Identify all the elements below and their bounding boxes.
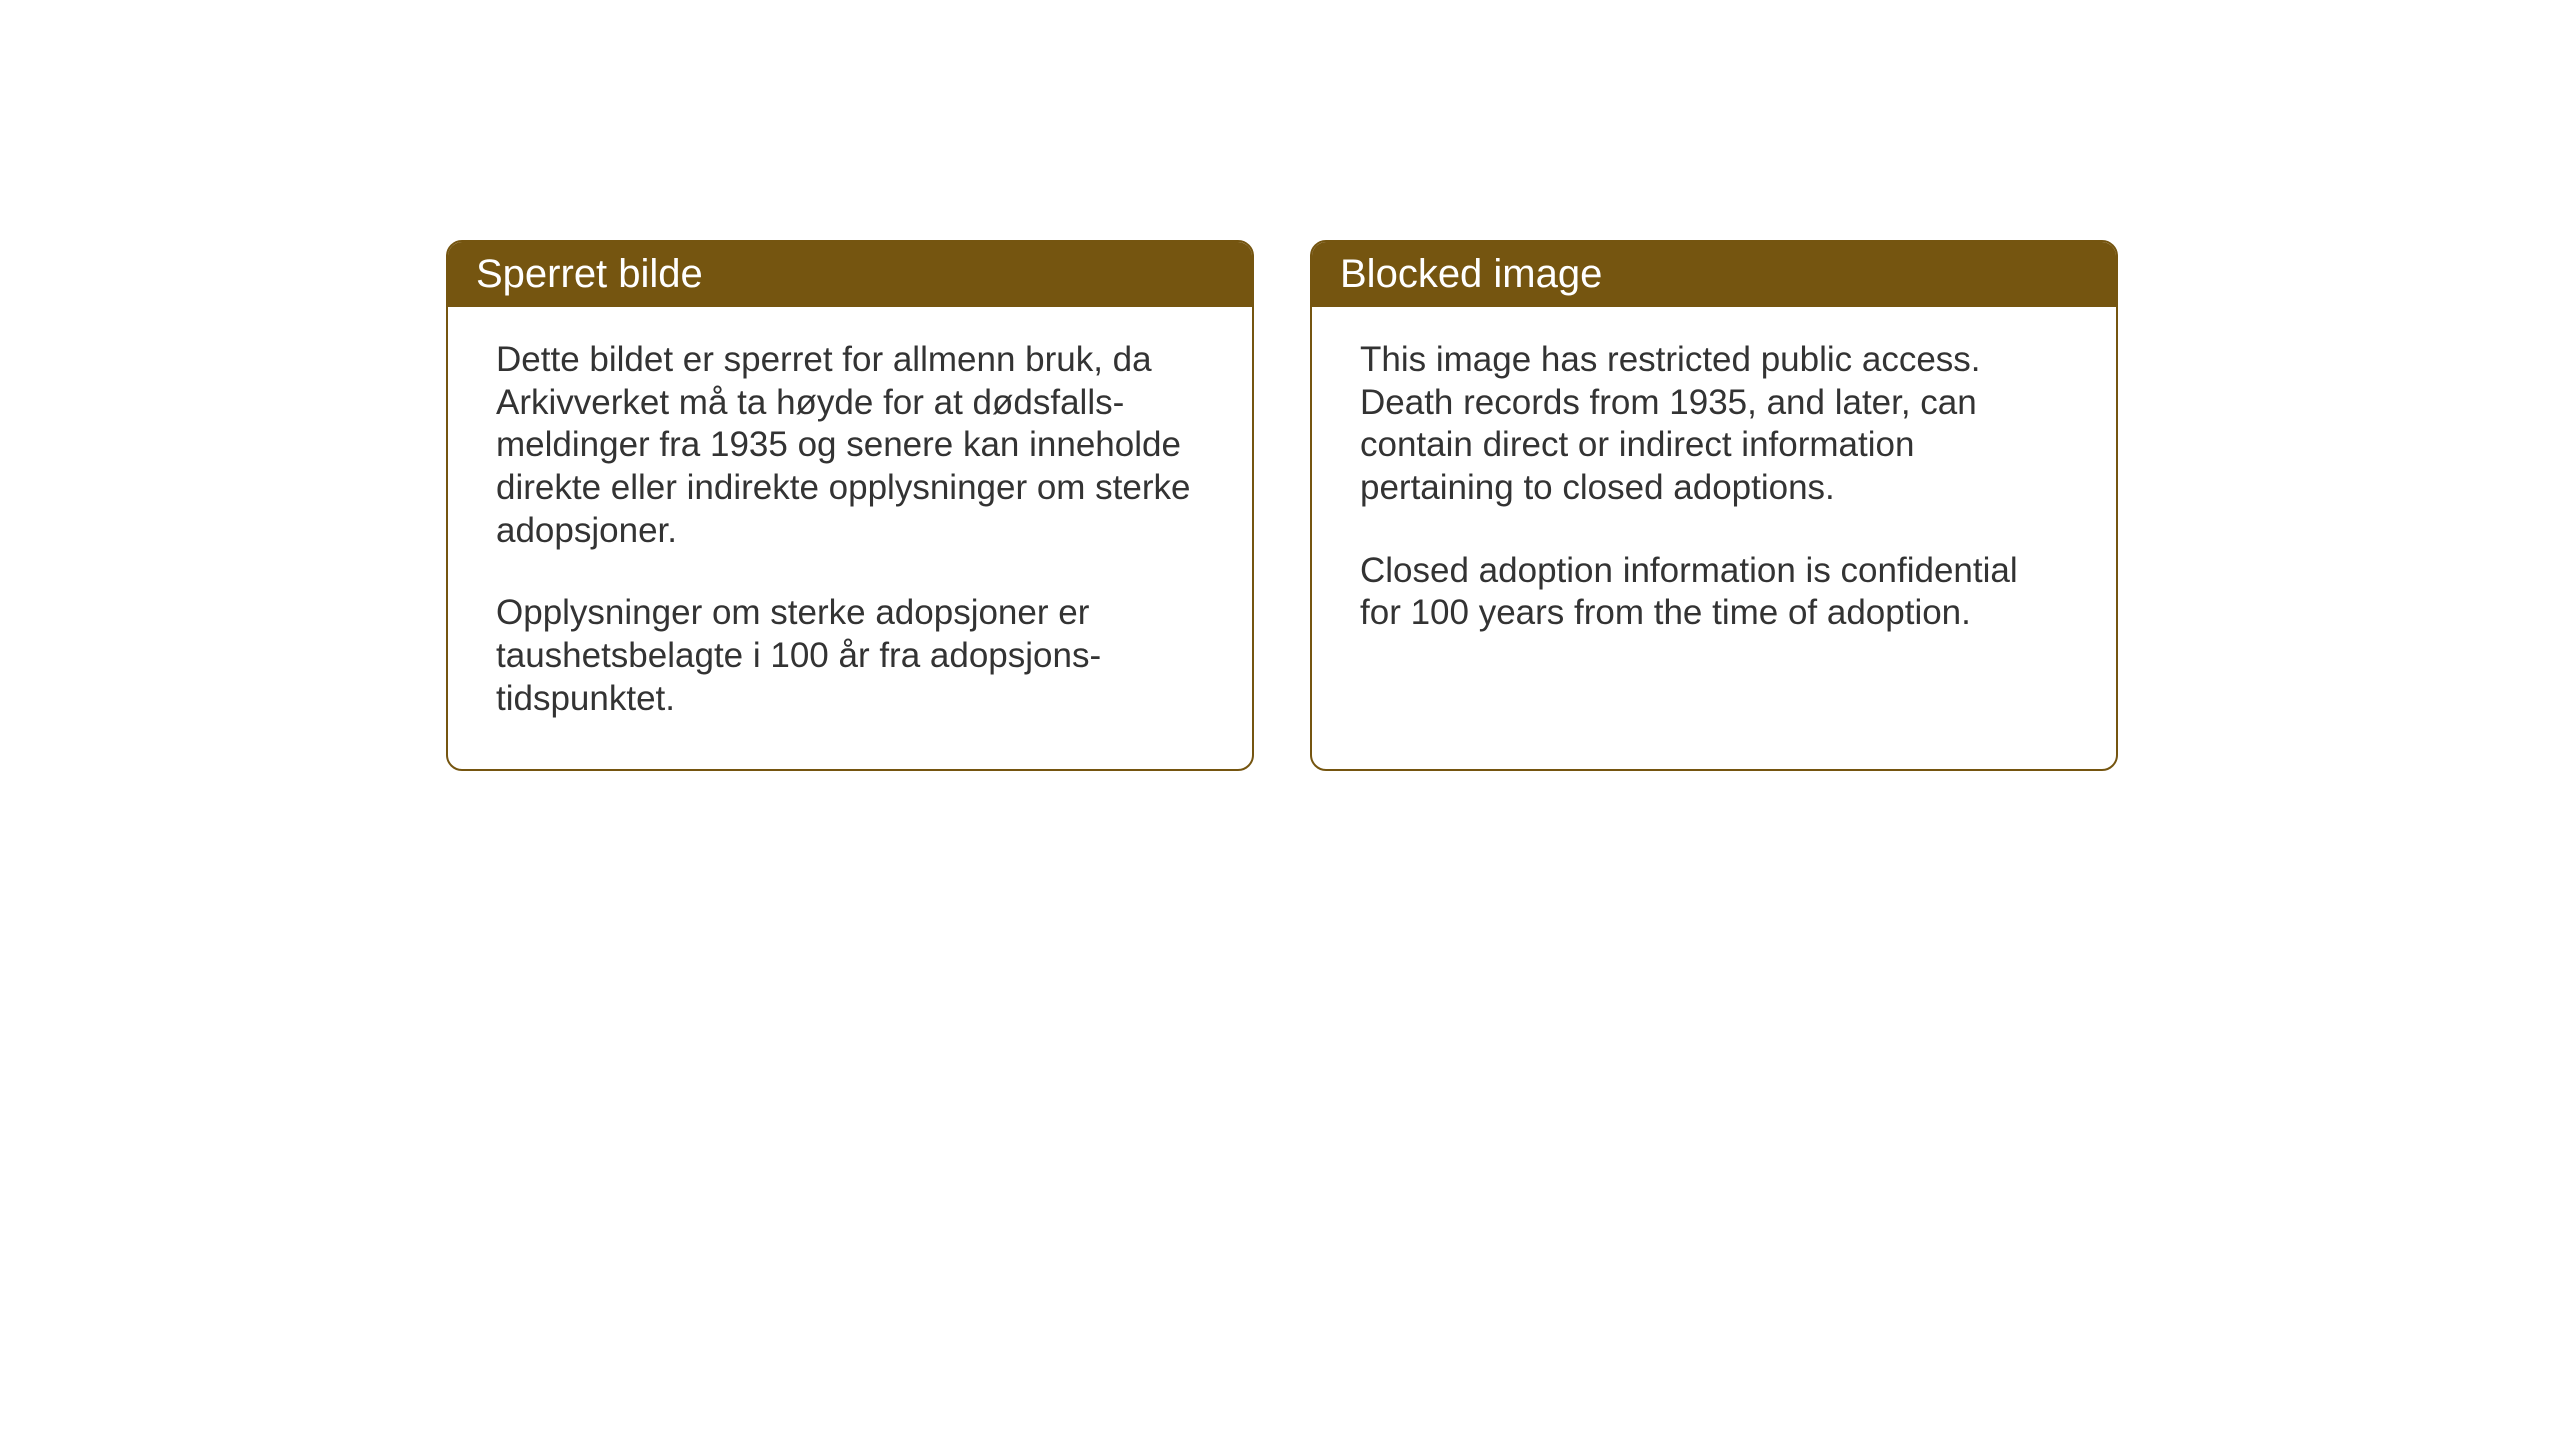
english-notice-card: Blocked image This image has restricted … — [1310, 240, 2118, 771]
english-card-header: Blocked image — [1312, 242, 2116, 307]
norwegian-paragraph-2: Opplysninger om sterke adopsjoner er tau… — [496, 592, 1204, 720]
norwegian-card-title: Sperret bilde — [476, 252, 703, 296]
english-paragraph-2: Closed adoption information is confident… — [1360, 550, 2068, 635]
english-card-body: This image has restricted public access.… — [1312, 307, 2116, 683]
english-paragraph-1: This image has restricted public access.… — [1360, 339, 2068, 510]
english-card-title: Blocked image — [1340, 252, 1602, 296]
norwegian-card-body: Dette bildet er sperret for allmenn bruk… — [448, 307, 1252, 769]
notice-container: Sperret bilde Dette bildet er sperret fo… — [446, 240, 2118, 771]
norwegian-card-header: Sperret bilde — [448, 242, 1252, 307]
norwegian-paragraph-1: Dette bildet er sperret for allmenn bruk… — [496, 339, 1204, 552]
norwegian-notice-card: Sperret bilde Dette bildet er sperret fo… — [446, 240, 1254, 771]
